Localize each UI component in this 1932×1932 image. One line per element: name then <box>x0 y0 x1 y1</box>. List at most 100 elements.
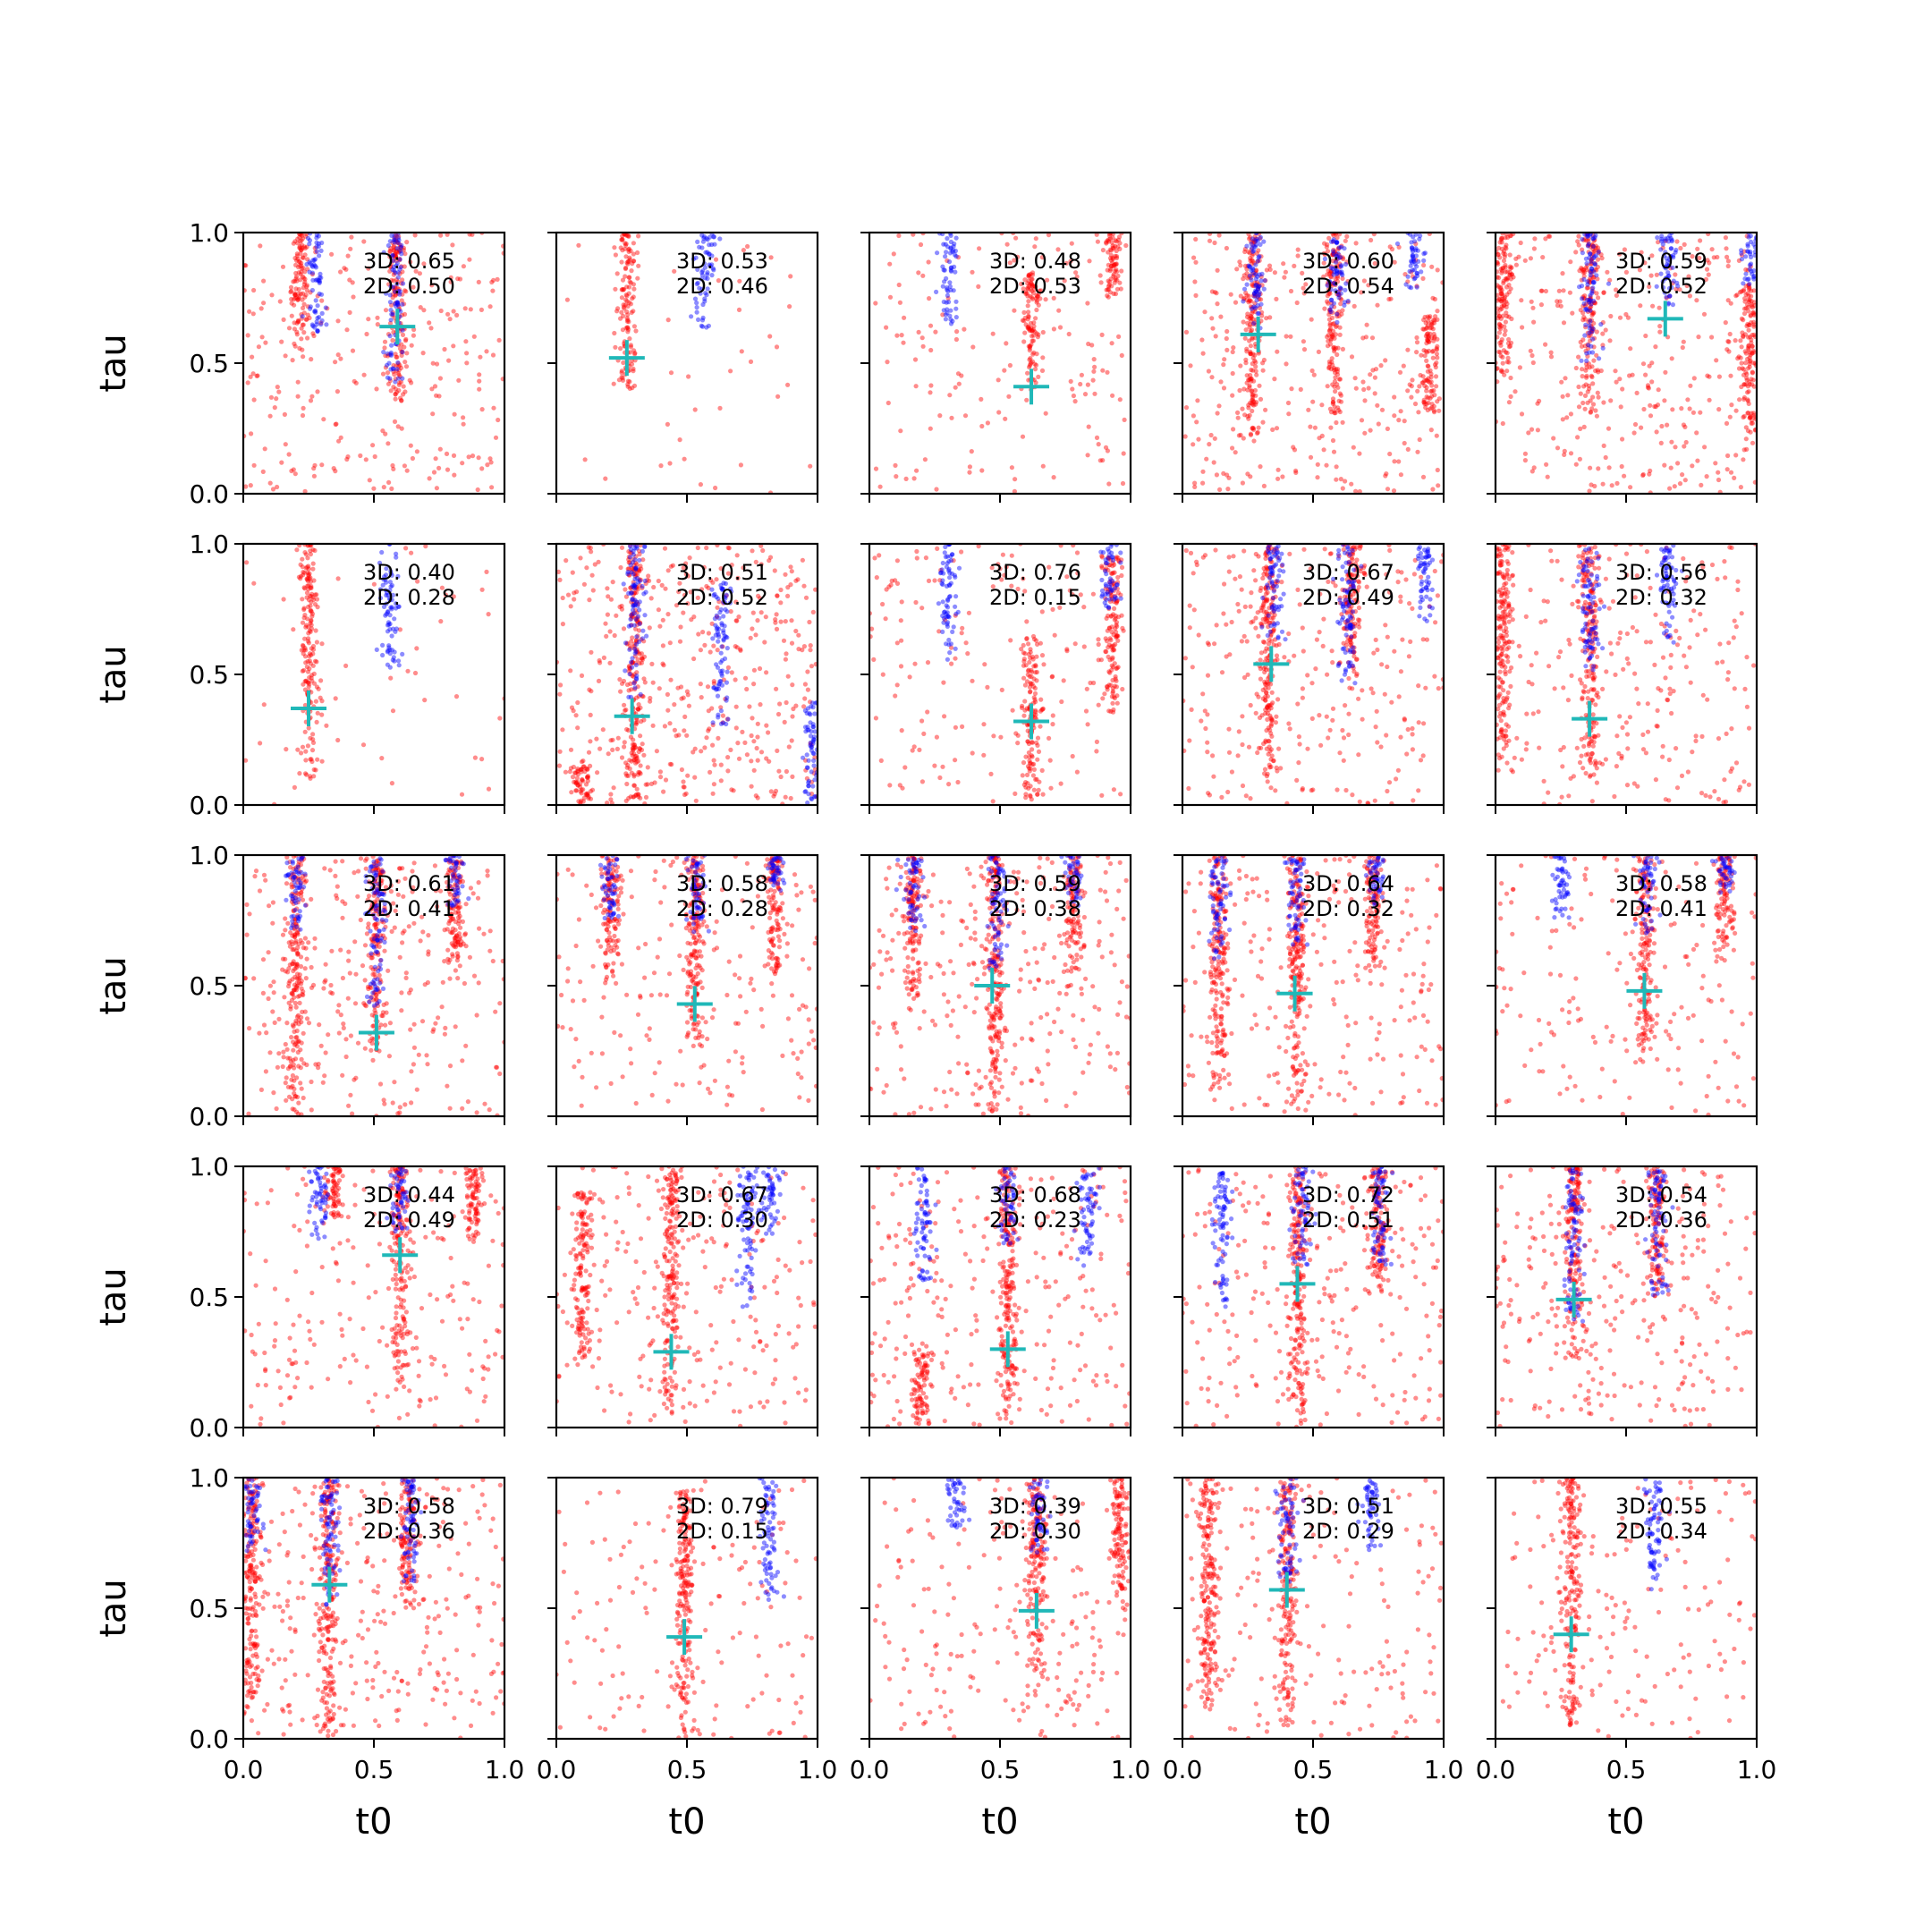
blue-point <box>318 275 324 281</box>
red-point <box>1325 293 1330 299</box>
red-point <box>1546 233 1551 239</box>
red-point <box>1361 278 1367 284</box>
red-point <box>350 348 356 353</box>
red-point <box>308 735 313 741</box>
red-point <box>1420 474 1427 480</box>
blue-point <box>946 637 952 643</box>
red-point <box>996 410 1002 415</box>
blue-point <box>629 590 635 596</box>
red-point <box>1570 310 1575 316</box>
red-point <box>1359 290 1364 295</box>
red-point <box>589 689 594 694</box>
red-point <box>1104 639 1110 644</box>
red-point <box>580 764 586 769</box>
red-point <box>1331 449 1337 454</box>
red-point <box>1750 418 1755 423</box>
red-point <box>1659 423 1665 429</box>
red-point <box>631 258 637 264</box>
red-point <box>1614 287 1619 292</box>
blue-point <box>633 602 639 607</box>
blue-point <box>948 245 953 250</box>
red-point <box>1182 434 1188 439</box>
red-point <box>298 277 303 283</box>
red-point <box>1040 329 1046 335</box>
red-point <box>621 360 626 366</box>
red-point <box>728 747 733 753</box>
red-point <box>1649 253 1655 258</box>
blue-point <box>1584 351 1589 356</box>
red-point <box>391 243 397 249</box>
red-point <box>1025 325 1030 330</box>
red-point <box>677 580 682 586</box>
blue-point <box>719 644 724 649</box>
red-point <box>1750 369 1755 375</box>
red-point <box>303 679 309 684</box>
blue-point <box>1589 266 1595 272</box>
red-point <box>383 353 388 359</box>
red-point <box>1433 364 1438 370</box>
red-point <box>654 749 660 754</box>
blue-point <box>808 742 813 748</box>
blue-point <box>1413 248 1419 253</box>
red-point <box>1741 396 1747 402</box>
red-point <box>580 776 585 783</box>
blue-point <box>388 318 394 323</box>
blue-point <box>391 367 396 372</box>
red-point <box>1108 276 1114 282</box>
red-point <box>741 248 747 253</box>
blue-point <box>1335 319 1340 325</box>
red-point <box>610 747 615 753</box>
red-point <box>1746 347 1751 352</box>
red-point <box>293 276 299 282</box>
red-point <box>1026 785 1031 791</box>
red-point <box>1663 369 1668 375</box>
red-point <box>1376 421 1381 427</box>
red-point <box>648 596 654 601</box>
red-point <box>250 354 255 360</box>
red-point <box>634 618 640 623</box>
red-point <box>1022 277 1028 283</box>
red-point <box>1383 473 1388 479</box>
blue-point <box>1579 284 1585 289</box>
red-point <box>309 394 315 399</box>
red-point <box>633 745 639 750</box>
red-point <box>1012 488 1017 494</box>
blue-point <box>945 310 950 316</box>
red-point <box>1750 348 1756 353</box>
red-point <box>1583 368 1589 373</box>
red-point <box>790 714 795 719</box>
red-point <box>1499 306 1504 311</box>
red-point <box>902 765 908 770</box>
blue-point <box>721 580 726 586</box>
red-point <box>631 309 636 314</box>
red-point <box>302 550 308 555</box>
blue-point <box>307 259 312 265</box>
red-point <box>674 603 680 608</box>
blue-point <box>1409 258 1414 264</box>
blue-point <box>1663 266 1669 271</box>
red-point <box>1246 293 1251 299</box>
red-point <box>1023 290 1029 295</box>
red-point <box>623 771 629 776</box>
red-point <box>1112 562 1117 568</box>
red-point <box>1330 252 1335 258</box>
red-point <box>1507 272 1513 277</box>
red-point <box>624 765 630 770</box>
red-point <box>808 699 813 705</box>
red-point <box>1244 292 1250 298</box>
red-point <box>476 279 481 284</box>
red-point <box>767 558 772 564</box>
red-point <box>1104 615 1109 622</box>
red-point <box>1429 394 1435 399</box>
red-point <box>1504 351 1510 356</box>
red-point <box>1030 328 1036 334</box>
blue-point <box>388 352 394 357</box>
red-point <box>1392 413 1397 419</box>
red-point <box>299 266 304 271</box>
red-point <box>636 568 641 573</box>
red-point <box>624 318 631 324</box>
red-point <box>1249 318 1254 324</box>
blue-point <box>384 362 390 368</box>
red-point <box>1751 332 1757 337</box>
red-point <box>626 688 631 693</box>
